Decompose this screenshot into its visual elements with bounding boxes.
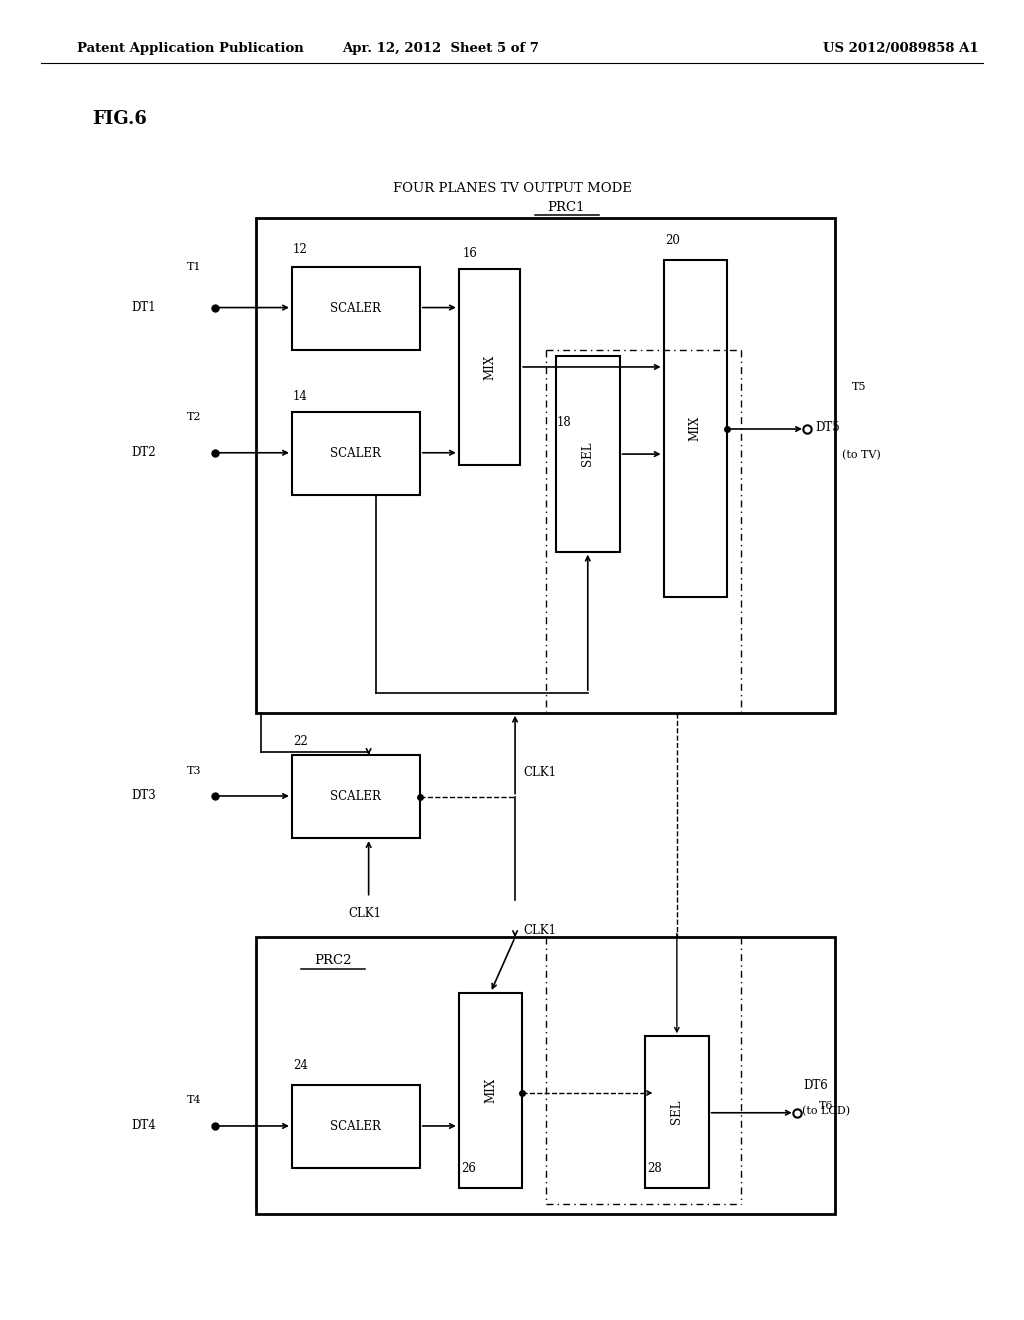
Text: PRC1: PRC1 [548, 201, 585, 214]
Bar [256, 937, 835, 1214]
Bar [256, 218, 835, 713]
Bar [459, 993, 522, 1188]
Text: MIX: MIX [689, 416, 701, 441]
Text: 22: 22 [293, 735, 307, 748]
Text: T4: T4 [187, 1094, 202, 1105]
Text: MIX: MIX [484, 1077, 497, 1104]
Text: 18: 18 [557, 416, 571, 429]
Text: 12: 12 [293, 243, 307, 256]
Text: 14: 14 [293, 389, 308, 403]
Text: FIG.6: FIG.6 [92, 110, 147, 128]
Bar [292, 1085, 420, 1168]
Text: FOUR PLANES TV OUTPUT MODE: FOUR PLANES TV OUTPUT MODE [392, 182, 632, 195]
Text: SCALER: SCALER [331, 1121, 381, 1133]
Text: DT2: DT2 [131, 446, 156, 459]
Bar [645, 1036, 709, 1188]
Text: T2: T2 [187, 412, 202, 422]
Text: SEL: SEL [582, 442, 594, 466]
Bar [292, 412, 420, 495]
Text: DT6: DT6 [804, 1078, 828, 1092]
Text: 16: 16 [463, 247, 478, 260]
Text: CLK1: CLK1 [523, 924, 556, 937]
Bar [292, 755, 420, 838]
Text: SCALER: SCALER [331, 791, 381, 803]
Text: 26: 26 [461, 1162, 476, 1175]
Text: Apr. 12, 2012  Sheet 5 of 7: Apr. 12, 2012 Sheet 5 of 7 [342, 42, 539, 55]
Text: CLK1: CLK1 [348, 907, 381, 920]
Text: DT5: DT5 [815, 421, 840, 434]
Text: DT4: DT4 [131, 1119, 156, 1133]
Bar [664, 260, 727, 597]
Text: US 2012/0089858 A1: US 2012/0089858 A1 [823, 42, 979, 55]
Text: (to TV): (to TV) [842, 450, 881, 461]
Text: SEL: SEL [671, 1100, 683, 1125]
Text: SCALER: SCALER [331, 447, 381, 459]
Text: Patent Application Publication: Patent Application Publication [77, 42, 303, 55]
Text: 24: 24 [293, 1059, 308, 1072]
Text: MIX: MIX [483, 354, 496, 380]
Text: T3: T3 [187, 766, 202, 776]
Text: DT3: DT3 [131, 789, 156, 803]
Text: 28: 28 [647, 1162, 662, 1175]
Text: PRC2: PRC2 [314, 954, 351, 968]
Text: 20: 20 [666, 234, 681, 247]
Bar [292, 267, 420, 350]
Text: T6: T6 [819, 1101, 834, 1111]
Text: T1: T1 [187, 261, 202, 272]
Text: CLK1: CLK1 [523, 767, 556, 779]
Text: T5: T5 [852, 381, 866, 392]
Bar [556, 356, 620, 552]
Text: SCALER: SCALER [331, 302, 381, 314]
Text: (to LCD): (to LCD) [802, 1106, 850, 1117]
Text: DT1: DT1 [131, 301, 156, 314]
Bar [459, 269, 520, 465]
